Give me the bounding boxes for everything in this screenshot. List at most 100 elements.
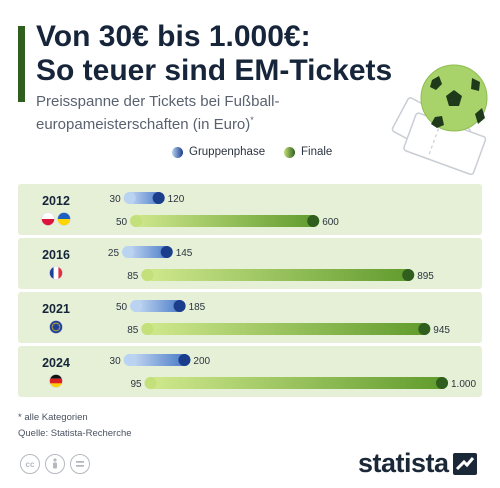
- legend-item-final: Finale: [284, 146, 332, 158]
- legend-swatch-group: [172, 146, 183, 158]
- year-label-2016: 2016: [42, 248, 70, 262]
- page-title: Von 30€ bis 1.000€: So teuer sind EM-Tic…: [36, 20, 392, 88]
- max-label-2024-final: 1.000: [451, 379, 476, 390]
- range-bar-2016-group: [122, 246, 173, 258]
- year-label-2012: 2012: [42, 194, 70, 208]
- ukraine-flag-icon: [57, 212, 71, 226]
- min-label-2012-group: 30: [110, 194, 122, 205]
- year-band-2016: [18, 238, 482, 289]
- eu-star: [58, 324, 60, 326]
- title-accent-bar: [18, 26, 25, 102]
- range-max-dot-2016-final: [402, 269, 415, 281]
- max-label-2016-final: 895: [417, 271, 434, 282]
- range-min-dot-2021-group: [130, 300, 143, 312]
- flag-stripe: [58, 266, 63, 280]
- legend-swatch-final: [284, 146, 295, 158]
- eu-star: [52, 328, 54, 330]
- eu-star: [53, 323, 55, 325]
- range-min-dot-2016-final: [141, 269, 154, 281]
- range-min-dot-2012-final: [130, 215, 143, 227]
- year-band-2021: [18, 292, 482, 343]
- legend-label-group: Gruppenphase: [189, 146, 266, 158]
- subtitle-line-2: europameisterschaften (in Euro)*: [36, 111, 279, 134]
- flag-field: [49, 320, 63, 334]
- poland-flag-icon-fill: [41, 212, 55, 226]
- range-bar-2021-group: [130, 300, 186, 312]
- title-line-1: Von 30€ bis 1.000€:: [36, 20, 311, 53]
- flag-stripe: [57, 212, 71, 219]
- eu-star: [57, 329, 59, 331]
- range-max-dot-2021-group: [173, 300, 186, 312]
- statista-mark-icon: [452, 452, 477, 475]
- max-label-2012-group: 120: [168, 194, 185, 205]
- cc-icon[interactable]: cc: [20, 454, 40, 474]
- eu-flag-icon: [49, 320, 63, 334]
- eu-star: [52, 324, 54, 326]
- subtitle-line-1: Preisspanne der Tickets bei Fußball-: [36, 93, 280, 110]
- footnote: * alle Kategorien Quelle: Statista-Reche…: [18, 410, 132, 442]
- eu-star: [55, 330, 57, 332]
- football-tickets-illustration: [391, 64, 488, 176]
- eu-star: [51, 326, 53, 328]
- range-min-dot-2012-group: [123, 192, 136, 204]
- range-bar-2012-final: [130, 215, 320, 227]
- year-label-2024: 2024: [42, 356, 70, 370]
- eu-star: [59, 326, 61, 328]
- eu-flag-icon-fill: [49, 320, 63, 334]
- year-label-2021: 2021: [42, 302, 70, 316]
- year-band-2012: [18, 184, 482, 235]
- range-min-dot-2024-final: [144, 377, 157, 389]
- range-max-dot-2012-group: [152, 192, 165, 204]
- eu-star: [53, 329, 55, 331]
- flag-stripe: [41, 212, 55, 219]
- range-max-dot-2024-group: [178, 354, 191, 366]
- range-min-dot-2016-group: [122, 246, 135, 258]
- license-icons: cc: [20, 454, 95, 474]
- eu-star: [57, 323, 59, 325]
- france-flag-icon-fill: [49, 266, 63, 280]
- footnote-note: * alle Kategorien: [18, 412, 88, 423]
- page-subtitle: Preisspanne der Tickets bei Fußball- eur…: [36, 92, 279, 134]
- flag-stripe: [49, 266, 54, 280]
- subtitle-line-2-text: europameisterschaften (in Euro): [36, 116, 251, 133]
- year-band-2024: [18, 346, 482, 397]
- flag-stripe: [49, 378, 63, 384]
- eu-star: [58, 328, 60, 330]
- by-icon[interactable]: [45, 454, 65, 474]
- germany-flag-icon: [49, 374, 63, 388]
- flag-stripe: [41, 219, 55, 226]
- nd-icon[interactable]: [70, 454, 90, 474]
- range-min-dot-2021-final: [141, 323, 154, 335]
- france-flag-icon: [49, 266, 63, 280]
- range-max-dot-2012-final: [307, 215, 320, 227]
- max-label-2024-group: 200: [193, 356, 210, 367]
- max-label-2021-final: 945: [433, 325, 450, 336]
- min-label-2021-group: 50: [116, 302, 128, 313]
- range-bar-2024-final: [144, 377, 448, 389]
- flag-stripe: [49, 383, 63, 388]
- football-icon: [420, 64, 488, 132]
- min-label-2016-group: 25: [108, 248, 120, 259]
- range-bar-2021-final: [141, 323, 431, 335]
- subtitle-footnote-marker: *: [250, 115, 254, 125]
- ukraine-flag-icon-fill: [57, 212, 71, 226]
- min-label-2024-group: 30: [110, 356, 122, 367]
- min-label-2024-final: 95: [130, 379, 142, 390]
- statista-logo[interactable]: statista: [358, 448, 477, 479]
- germany-flag-icon-fill: [49, 374, 63, 388]
- max-label-2012-final: 600: [322, 217, 339, 228]
- range-bar-2016-final: [141, 269, 415, 281]
- range-max-dot-2024-final: [436, 377, 448, 389]
- footnote-source: Quelle: Statista-Recherche: [18, 428, 132, 439]
- max-label-2021-group: 185: [189, 302, 206, 313]
- legend-label-final: Finale: [301, 146, 333, 158]
- flag-stripe: [49, 374, 63, 379]
- min-label-2012-final: 50: [116, 217, 128, 228]
- statista-logo-text: statista: [358, 448, 449, 478]
- range-max-dot-2021-final: [418, 323, 431, 335]
- flag-stripe: [57, 219, 71, 226]
- range-bar-2024-group: [123, 354, 191, 366]
- title-line-2: So teuer sind EM-Tickets: [36, 54, 393, 87]
- legend-item-group: Gruppenphase: [172, 146, 265, 158]
- range-max-dot-2016-group: [160, 246, 173, 258]
